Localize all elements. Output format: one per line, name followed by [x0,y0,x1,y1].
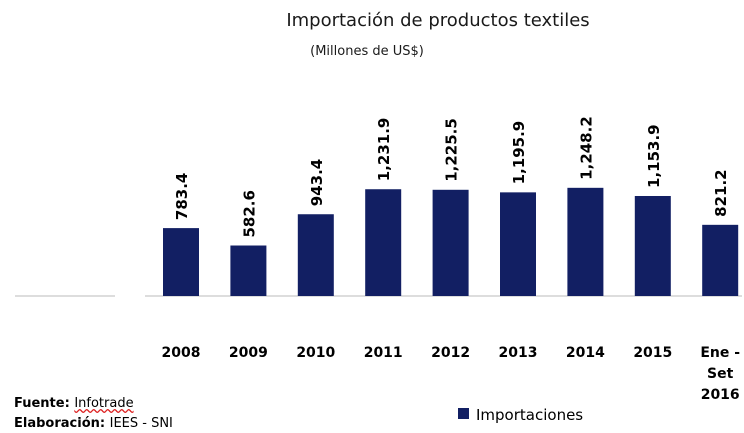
x-tick-label: 2015 [633,345,673,361]
chart-subtitle: (Millones de US$) [310,44,424,59]
value-label: 1,195.9 [510,121,528,185]
value-label: 1,225.5 [443,118,461,182]
bar [500,192,536,296]
author: Elaboración: IEES - SNI [14,416,173,431]
x-tick-label: 2010 [296,345,336,361]
value-label: 582.6 [240,190,258,237]
bar [567,187,604,296]
source-text: Infotrade [74,396,134,411]
x-tick-label: 2014 [565,345,605,361]
bar [163,228,199,296]
x-tick-label: Ene - Set 2016 [700,345,741,403]
legend-swatch [458,408,469,419]
value-label: 821.2 [712,169,730,216]
author-text: IEES - SNI [109,416,173,431]
bar [297,214,334,296]
legend-label: Importaciones [476,406,583,424]
value-label: 783.4 [173,173,191,220]
x-tick-label: 2008 [161,345,201,361]
x-tick-label: 2009 [228,345,268,361]
chart-title: Importación de productos textiles [286,10,589,31]
source-label: Fuente: [14,396,70,411]
x-tick-label: 2013 [498,345,538,361]
bar [634,195,671,296]
value-label: 1,153.9 [645,124,663,188]
bar [702,224,739,296]
source: Fuente: Infotrade [14,396,134,411]
bar [432,189,469,296]
x-tick-label: 2012 [431,345,471,361]
bar [365,189,402,296]
value-label: 1,231.9 [375,118,393,182]
value-label: 943.4 [308,159,326,206]
bar [230,245,267,296]
value-label: 1,248.2 [577,116,595,180]
x-tick-label: 2011 [363,345,403,361]
author-label: Elaboración: [14,416,106,431]
